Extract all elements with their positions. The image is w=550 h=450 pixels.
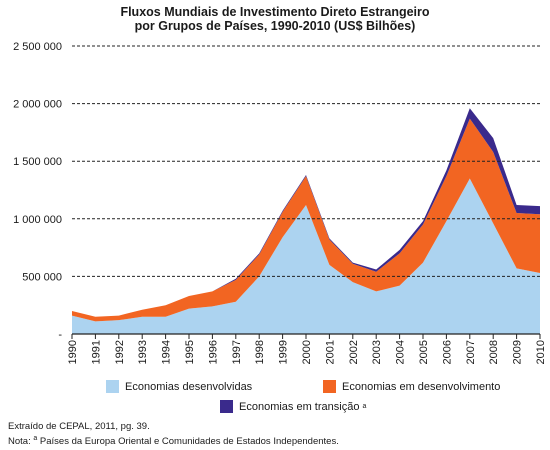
- x-tick-label: 2010: [535, 340, 547, 364]
- y-tick-label: 2 000 000: [13, 99, 62, 111]
- y-tick-label: 1 500 000: [13, 156, 62, 168]
- x-tick-label: 2005: [418, 340, 430, 364]
- x-tick-label: 2002: [348, 340, 360, 364]
- legend-swatch-developing: [323, 380, 336, 393]
- x-tick-label: 2004: [395, 340, 407, 364]
- chart-title-line-2: por Grupos de Países, 1990-2010 (US$ Bil…: [134, 19, 416, 33]
- footnote: Nota: a Países da Europa Oriental e Comu…: [8, 435, 339, 447]
- x-tick-label: 2007: [465, 340, 477, 364]
- x-tick-label: 1990: [67, 340, 79, 364]
- legend-item-developing: Economias em desenvolvimento: [323, 380, 500, 393]
- legend-label-developed: Economias desenvolvidas: [125, 380, 253, 393]
- y-tick-label: 2 500 000: [13, 41, 62, 53]
- series-area-0: [72, 178, 540, 334]
- x-tick-label: 2006: [441, 340, 453, 364]
- chart-title-line-1: Fluxos Mundiais de Investimento Direto E…: [120, 5, 430, 19]
- series-area-1: [72, 118, 540, 322]
- legend-swatch-transition: [220, 400, 233, 413]
- x-tick-label: 1995: [184, 340, 196, 364]
- x-tick-label: 1997: [231, 340, 243, 364]
- x-tick-label: 2001: [324, 340, 336, 364]
- footnote-sup: a: [33, 435, 38, 442]
- x-tick-label: 2009: [512, 340, 524, 364]
- x-tick-label: 2008: [488, 340, 500, 364]
- legend-item-developed: Economias desenvolvidas: [106, 380, 252, 393]
- legend-label-transition-sup: a: [362, 403, 367, 410]
- legend-item-transition: Economias em transição a: [220, 400, 366, 413]
- footnote-prefix: Nota:: [8, 436, 31, 448]
- x-tick-label: 2003: [371, 340, 383, 364]
- x-tick-label: 1991: [90, 340, 102, 364]
- source-note: Extraído de CEPAL, 2011, pg. 39.: [8, 421, 150, 432]
- legend-swatch-developed: [106, 380, 119, 393]
- x-tick-label: 1996: [207, 340, 219, 364]
- chart-area: 2 500 000 2 000 000 1 500 000 1 000 000 500 …: [13, 41, 547, 364]
- legend-label-developing: Economias em desenvolvimento: [342, 380, 501, 393]
- y-tick-label: 500 000: [22, 271, 62, 283]
- y-tick-label: 1 000 000: [13, 214, 62, 226]
- y-tick-label: -: [58, 329, 62, 341]
- x-tick-label: 2000: [301, 340, 313, 364]
- x-tick-label: 1994: [161, 340, 173, 364]
- x-tick-label: 1992: [114, 340, 126, 364]
- legend-label-transition: Economias em transição: [239, 400, 360, 413]
- x-tick-label: 1998: [254, 340, 266, 364]
- x-tick-label: 1999: [278, 340, 290, 364]
- x-tick-label: 1993: [137, 340, 149, 364]
- footnote-text: Países da Europa Oriental e Comunidades …: [39, 436, 339, 448]
